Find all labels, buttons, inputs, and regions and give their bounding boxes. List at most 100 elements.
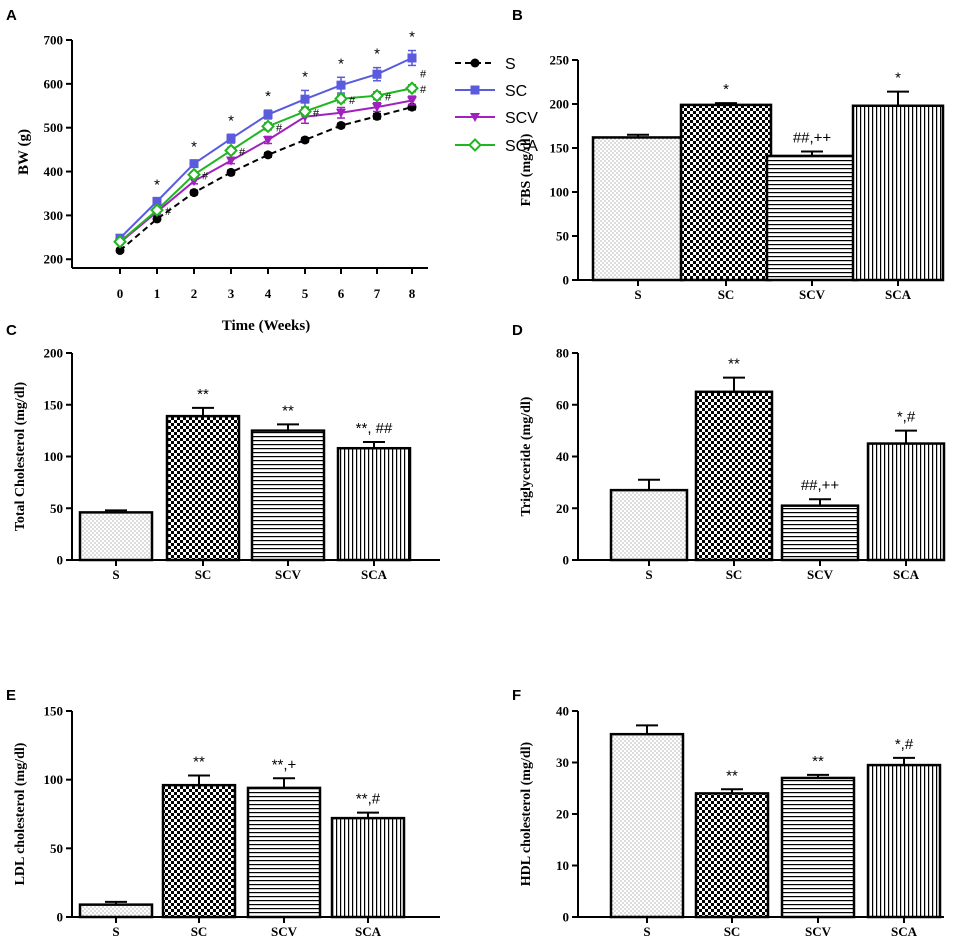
panel-e-bar-chart: 0 50 100 150 LDL cholesterol (mg/dl) S SC ** SCV… xyxy=(13,704,440,939)
x-tick-label: 1 xyxy=(154,286,161,301)
data-point xyxy=(470,113,480,122)
y-tick-label: 100 xyxy=(550,185,570,200)
legend-label-scv: SCV xyxy=(505,110,538,127)
category-label-sca: SCA xyxy=(361,567,388,582)
y-tick-label: 600 xyxy=(44,76,64,91)
panel-label-c: C xyxy=(6,322,17,339)
bar-scv xyxy=(246,786,322,919)
significance-star: * xyxy=(265,88,271,105)
significance-hash: # xyxy=(239,146,246,158)
significance-label: ** xyxy=(812,753,824,770)
y-axis-title: FBS (mg/dl) xyxy=(519,133,534,206)
y-axis-title: LDL cholesterol (mg/dl) xyxy=(13,742,28,885)
y-tick-label: 50 xyxy=(556,229,569,244)
y-tick-label: 60 xyxy=(556,397,569,412)
data-point xyxy=(152,196,162,206)
y-axis-title: Triglyceride (mg/dl) xyxy=(519,396,534,516)
significance-label: ##,++ xyxy=(801,477,840,494)
significance-label: ** xyxy=(728,356,740,373)
panel-f-bar-chart: 0 10 20 30 40 HDL cholesterol (mg/dl) S SC ** SCV… xyxy=(519,704,944,939)
y-tick-label: 400 xyxy=(44,164,64,179)
bar-sca xyxy=(866,763,942,919)
panel-label-e: E xyxy=(6,687,16,704)
data-point xyxy=(372,69,382,79)
data-point xyxy=(372,111,382,121)
bar-sc xyxy=(165,414,241,562)
y-tick-label: 0 xyxy=(563,273,570,288)
data-point xyxy=(468,138,482,152)
legend-label-s: S xyxy=(505,56,516,73)
significance-hash: # xyxy=(276,122,283,134)
significance-hash: # xyxy=(349,95,356,107)
y-tick-label: 0 xyxy=(57,910,64,925)
bar-sc xyxy=(161,783,237,919)
y-tick-label: 0 xyxy=(563,553,570,568)
significance-star: * xyxy=(154,177,160,194)
category-label-s: S xyxy=(645,567,652,582)
category-label-sc: SC xyxy=(718,287,735,302)
x-tick-label: 7 xyxy=(374,286,381,301)
data-point xyxy=(407,96,417,106)
category-label-scv: SCV xyxy=(799,287,826,302)
y-tick-label: 20 xyxy=(556,807,569,822)
data-point xyxy=(405,81,419,96)
bar-scv xyxy=(765,154,859,282)
data-point xyxy=(407,53,417,63)
y-tick-label: 150 xyxy=(550,141,570,156)
y-tick-label: 250 xyxy=(550,53,570,68)
category-label-sc: SC xyxy=(724,924,741,939)
data-point xyxy=(298,104,312,119)
x-tick-label: 8 xyxy=(409,286,416,301)
significance-star: * xyxy=(409,29,415,46)
bar-s xyxy=(609,732,685,919)
category-label-s: S xyxy=(643,924,650,939)
legend-label-sca: SCA xyxy=(505,138,538,155)
data-point xyxy=(187,167,201,182)
data-point xyxy=(189,188,199,198)
bar-sc xyxy=(694,792,770,919)
category-label-sca: SCA xyxy=(355,924,382,939)
significance-hash: # xyxy=(313,107,320,119)
category-label-scv: SCV xyxy=(807,567,834,582)
category-label-sc: SC xyxy=(195,567,212,582)
y-tick-label: 200 xyxy=(44,252,64,267)
category-label-sc: SC xyxy=(191,924,208,939)
significance-label: *,# xyxy=(895,736,914,753)
data-point xyxy=(113,234,127,249)
panel-b-bar-chart: 0 50 100 150 200 250 FBS (mg/dl) S SC * SCV ##,++ SC… xyxy=(519,53,945,302)
panel-label-b: B xyxy=(512,7,523,24)
y-tick-label: 100 xyxy=(44,449,64,464)
significance-label: **,# xyxy=(356,791,381,808)
series-s xyxy=(115,102,417,255)
panel-d-bar-chart: 0 20 40 60 80 Triglyceride (mg/dl) S SC ** SCV ##,… xyxy=(519,346,946,582)
y-tick-label: 40 xyxy=(556,704,569,719)
data-point xyxy=(263,150,273,160)
bar-sca xyxy=(866,442,946,562)
category-label-sca: SCA xyxy=(885,287,912,302)
y-tick-label: 10 xyxy=(556,858,569,873)
y-axis-title: Total Cholesterol (mg/dl) xyxy=(13,382,28,532)
significance-star: * xyxy=(338,55,344,72)
series-sca xyxy=(113,81,419,249)
data-point xyxy=(226,134,236,144)
y-tick-label: 0 xyxy=(57,553,64,568)
x-tick-label: 5 xyxy=(302,286,309,301)
data-point xyxy=(470,85,480,95)
data-point xyxy=(189,159,199,169)
y-tick-label: 50 xyxy=(50,501,63,516)
series-line xyxy=(119,106,413,252)
significance-label: * xyxy=(723,81,729,98)
y-tick-label: 40 xyxy=(556,449,569,464)
y-axis-title: HDL cholesterol (mg/dl) xyxy=(519,741,534,886)
significance-label: *,# xyxy=(897,409,916,426)
panel-label-a: A xyxy=(6,7,17,24)
x-tick-label: 6 xyxy=(338,286,345,301)
data-point xyxy=(226,167,236,177)
significance-label: * xyxy=(895,70,901,87)
data-point xyxy=(370,88,384,103)
y-tick-label: 150 xyxy=(44,397,64,412)
significance-label: ** xyxy=(726,767,738,784)
bar-sc xyxy=(694,390,774,562)
significance-hash: # xyxy=(165,206,172,218)
